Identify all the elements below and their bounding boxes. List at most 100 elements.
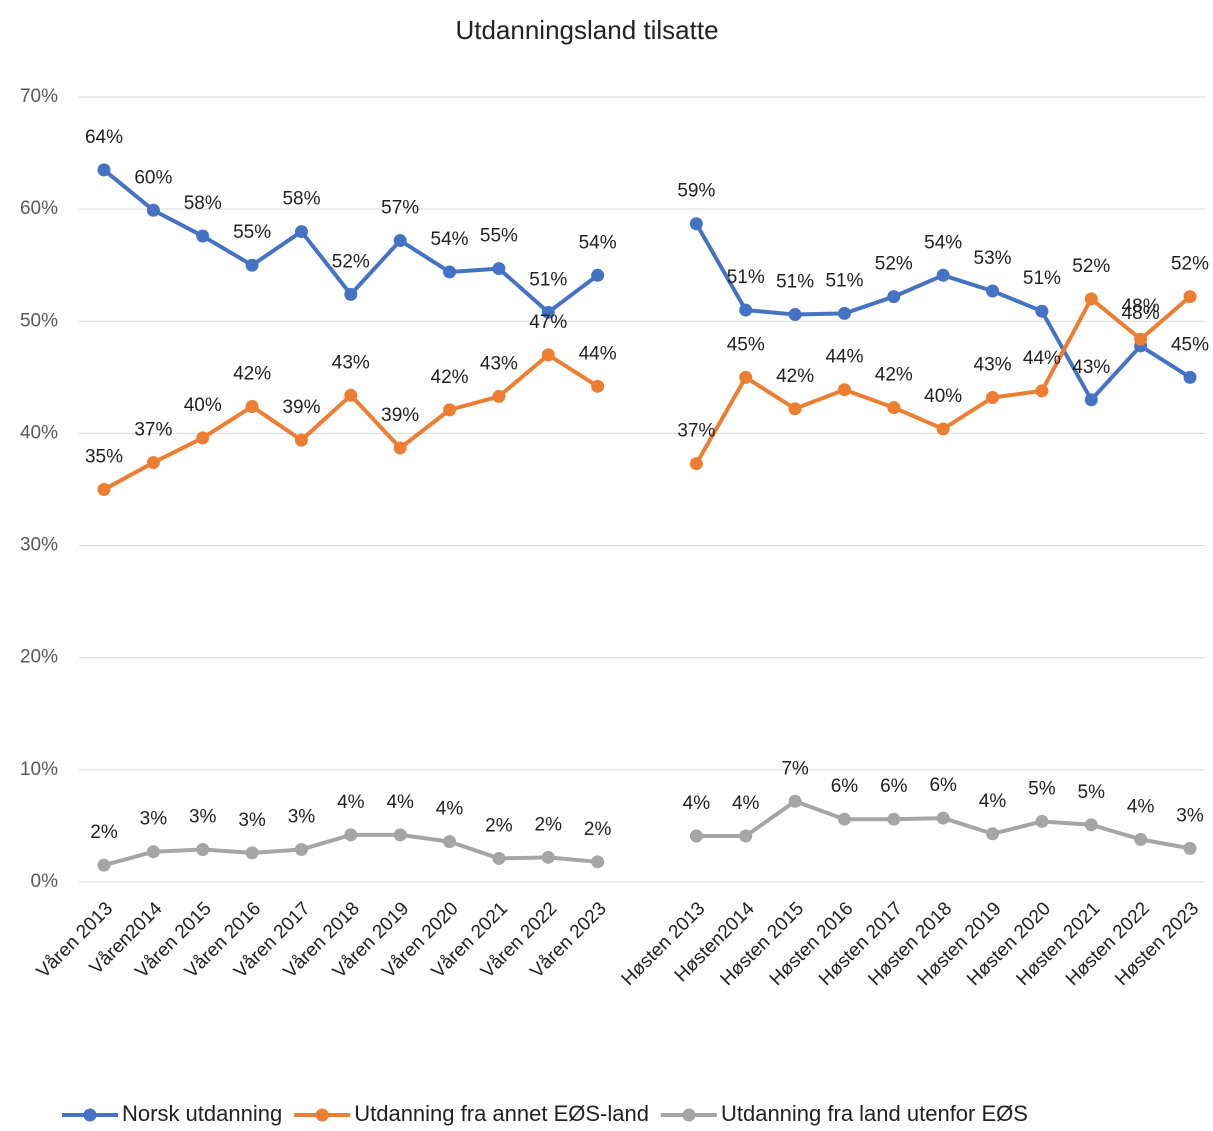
data-label: 45% [727, 334, 765, 355]
point [492, 389, 506, 403]
data-label: 45% [1171, 334, 1209, 355]
point [739, 370, 753, 384]
series-line [103, 295, 1192, 492]
data-label: 64% [85, 127, 123, 148]
data-label: 51% [529, 269, 567, 290]
data-label: 48% [1122, 296, 1160, 317]
point [986, 391, 1000, 405]
point [591, 379, 605, 393]
point [986, 827, 1000, 841]
y-tick-label: 40% [20, 422, 58, 443]
point [986, 284, 1000, 298]
point [1084, 292, 1098, 306]
data-label: 5% [1078, 782, 1106, 803]
point [196, 842, 210, 856]
data-label: 40% [924, 386, 962, 407]
data-label: 43% [974, 355, 1012, 376]
data-label: 39% [381, 405, 419, 426]
point [492, 262, 506, 276]
data-label: 51% [1023, 268, 1061, 289]
point [689, 217, 703, 231]
data-label: 55% [480, 226, 518, 247]
y-tick-label: 0% [31, 871, 59, 892]
point [887, 401, 901, 415]
point [393, 441, 407, 455]
data-label: 51% [727, 267, 765, 288]
data-label: 42% [431, 367, 469, 388]
point [1035, 814, 1049, 828]
point [245, 846, 259, 860]
data-label: 4% [337, 792, 365, 813]
legend-label: Norsk utdanning [122, 1101, 282, 1126]
data-label: 2% [535, 814, 563, 835]
data-label: 37% [677, 421, 715, 442]
data-label: 6% [880, 776, 908, 797]
point [936, 422, 950, 436]
point [294, 225, 308, 239]
point [689, 829, 703, 843]
legend-marker [682, 1108, 696, 1122]
data-label: 54% [431, 229, 469, 250]
point [393, 234, 407, 248]
data-label: 54% [579, 232, 617, 253]
point [591, 855, 605, 869]
x-tick-label: Høsten 2013 [618, 898, 710, 990]
point [837, 306, 851, 320]
data-label: 42% [233, 364, 271, 385]
point [443, 265, 457, 279]
data-label: 43% [1072, 357, 1110, 378]
data-label: 52% [1072, 256, 1110, 277]
chart-title: Utdanningsland tilsatte [455, 15, 718, 45]
point [344, 388, 358, 402]
data-label: 51% [825, 270, 863, 291]
y-tick-label: 70% [20, 86, 58, 107]
y-tick-label: 30% [20, 535, 58, 556]
legend-marker [83, 1108, 97, 1122]
data-label: 39% [282, 397, 320, 418]
point [146, 456, 160, 470]
data-label: 3% [288, 806, 316, 827]
data-label: 37% [134, 420, 172, 441]
point [344, 828, 358, 842]
y-tick-label: 50% [20, 310, 58, 331]
point [294, 842, 308, 856]
data-label: 43% [332, 352, 370, 373]
point [245, 400, 259, 414]
point [393, 828, 407, 842]
point [837, 812, 851, 826]
point [97, 858, 111, 872]
series-line [103, 799, 1191, 868]
data-label: 58% [282, 189, 320, 210]
data-label: 60% [134, 167, 172, 188]
point [936, 811, 950, 825]
x-tick: Høsten 2013 [618, 898, 710, 990]
data-label: 59% [677, 181, 715, 202]
point [541, 348, 555, 362]
point [936, 268, 950, 282]
data-label: 40% [184, 395, 222, 416]
legend-marker [315, 1108, 329, 1122]
point [739, 303, 753, 317]
data-label: 4% [1127, 796, 1155, 817]
data-label: 3% [1176, 805, 1204, 826]
data-label: 47% [529, 312, 567, 333]
data-label: 43% [480, 353, 518, 374]
point [1134, 332, 1148, 346]
point [591, 268, 605, 282]
data-label: 4% [386, 792, 414, 813]
data-label: 3% [189, 806, 217, 827]
data-label: 35% [85, 447, 123, 468]
point [887, 290, 901, 304]
point [146, 845, 160, 859]
point [97, 163, 111, 177]
point [146, 203, 160, 217]
point [541, 305, 555, 319]
point [1183, 841, 1197, 855]
point [97, 483, 111, 496]
data-label: 54% [924, 232, 962, 253]
point [689, 457, 703, 471]
data-label: 4% [732, 793, 760, 814]
y-tick-label: 20% [20, 647, 58, 668]
data-label: 7% [781, 758, 809, 779]
